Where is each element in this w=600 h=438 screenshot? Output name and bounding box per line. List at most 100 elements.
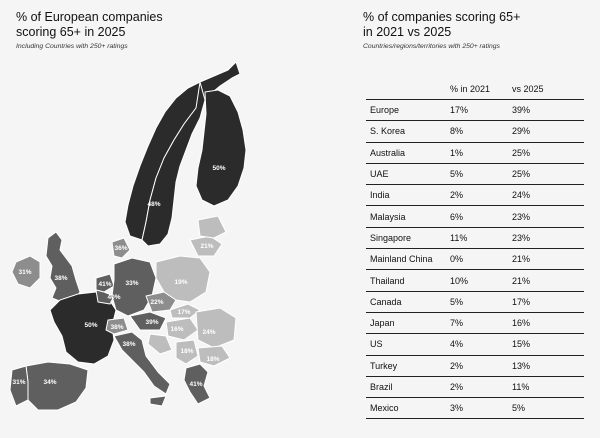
europe-map: 50% 48% 21% 36% 31% 38% 41% 33% 19% 40% … [9, 61, 247, 411]
country-italy-sicily [149, 395, 167, 407]
country-greece [183, 363, 211, 405]
cell-2021: 17% [446, 99, 508, 122]
label-bulgaria: 18% [206, 356, 219, 363]
country-latvia-estonia [197, 215, 227, 239]
country-switzerland [105, 317, 129, 335]
cell-country: Canada [366, 291, 446, 313]
cell-2021: 2% [446, 376, 508, 399]
cell-country: US [366, 333, 446, 356]
label-poland: 19% [174, 279, 187, 286]
cell-2021: 1% [446, 142, 508, 164]
cell-2025: 39% [508, 99, 584, 122]
header-2021: % in 2021 [446, 79, 508, 100]
table-row: Brazil 2% 11% [366, 376, 584, 399]
cell-country: Malaysia [366, 205, 446, 228]
label-romania: 24% [202, 329, 215, 336]
country-romania [195, 307, 237, 349]
cell-2021: 7% [446, 312, 508, 335]
table-row: US 4% 15% [366, 333, 584, 356]
table-row: Singapore 11% 23% [366, 227, 584, 250]
label-slovakia: 17% [177, 309, 190, 316]
country-serbia [175, 339, 199, 365]
country-germany [111, 257, 157, 317]
table-row: Europe 17% 39% [366, 99, 584, 122]
cell-2021: 2% [446, 184, 508, 207]
country-spain [25, 361, 89, 411]
cell-country: Turkey [366, 355, 446, 377]
cell-2021: 2% [446, 355, 508, 377]
country-belgium [95, 289, 115, 305]
country-finland [195, 89, 247, 207]
label-germany: 33% [125, 280, 138, 287]
cell-2025: 25% [508, 163, 584, 186]
map-title: % of European companies scoring 65+ in 2… [16, 10, 216, 40]
label-switzerland: 38% [110, 324, 123, 331]
table-row: S. Korea 8% 29% [366, 120, 584, 143]
country-portugal [9, 365, 29, 407]
label-serbia: 18% [180, 348, 193, 355]
table-row: Australia 1% 25% [366, 142, 584, 164]
label-lithuania: 21% [200, 243, 213, 250]
label-spain: 34% [43, 379, 56, 386]
cell-2025: 21% [508, 269, 584, 292]
label-finland: 50% [212, 165, 225, 172]
table-row: India 2% 24% [366, 184, 584, 207]
cell-2021: 11% [446, 227, 508, 250]
label-france: 50% [84, 322, 97, 329]
label-belgium: 40% [107, 294, 120, 301]
map-subtitle: Including Countries with 250+ ratings [16, 43, 128, 50]
cell-2021: 6% [446, 205, 508, 228]
cell-2021: 0% [446, 248, 508, 271]
cell-2025: 23% [508, 227, 584, 250]
cell-country: UAE [366, 163, 446, 186]
cell-2021: 5% [446, 291, 508, 313]
cell-2025: 5% [508, 397, 584, 420]
country-bulgaria [197, 345, 231, 367]
label-netherlands: 41% [98, 281, 111, 288]
cell-2021: 10% [446, 269, 508, 292]
cell-country: Brazil [366, 376, 446, 399]
header-country [366, 79, 446, 100]
country-denmark [111, 237, 131, 259]
country-netherlands [95, 273, 115, 293]
table-row: Thailand 10% 21% [366, 269, 584, 292]
country-ireland [11, 255, 41, 289]
cell-country: Mexico [366, 397, 446, 420]
cell-2021: 3% [446, 397, 508, 420]
cell-2025: 13% [508, 355, 584, 377]
table-row: UAE 5% 25% [366, 163, 584, 186]
label-uk: 38% [54, 275, 67, 282]
table-row: Turkey 2% 13% [366, 355, 584, 377]
cell-2025: 24% [508, 184, 584, 207]
cell-2021: 4% [446, 333, 508, 356]
cell-country: Mainland China [366, 248, 446, 271]
map-title-line1: % of European companies [16, 10, 163, 24]
table-row: Mexico 3% 5% [366, 397, 584, 420]
label-hungary: 16% [170, 326, 183, 333]
cell-2025: 17% [508, 291, 584, 313]
table-title-line2: in 2021 vs 2025 [363, 25, 452, 39]
label-ireland: 31% [18, 269, 31, 276]
cell-country: S. Korea [366, 120, 446, 143]
cell-2025: 16% [508, 312, 584, 335]
table-row: Mainland China 0% 21% [366, 248, 584, 271]
cell-2021: 5% [446, 163, 508, 186]
country-croatia [147, 333, 173, 355]
country-uk [45, 231, 81, 303]
cell-country: Japan [366, 312, 446, 335]
country-austria [129, 311, 167, 331]
label-portugal: 31% [12, 379, 25, 386]
country-slovakia [169, 303, 201, 319]
cell-country: Thailand [366, 269, 446, 292]
table-row: Malaysia 6% 23% [366, 205, 584, 228]
table-header-row: % in 2021 vs 2025 [366, 79, 584, 100]
map-title-line2: scoring 65+ in 2025 [16, 25, 126, 39]
country-poland [155, 255, 211, 303]
country-italy [113, 331, 171, 395]
table-title-line1: % of companies scoring 65+ [363, 10, 521, 24]
cell-2025: 11% [508, 376, 584, 399]
country-sweden [141, 81, 206, 247]
cell-country: Europe [366, 99, 446, 122]
cell-country: Australia [366, 142, 446, 164]
label-sweden: 48% [147, 201, 160, 208]
